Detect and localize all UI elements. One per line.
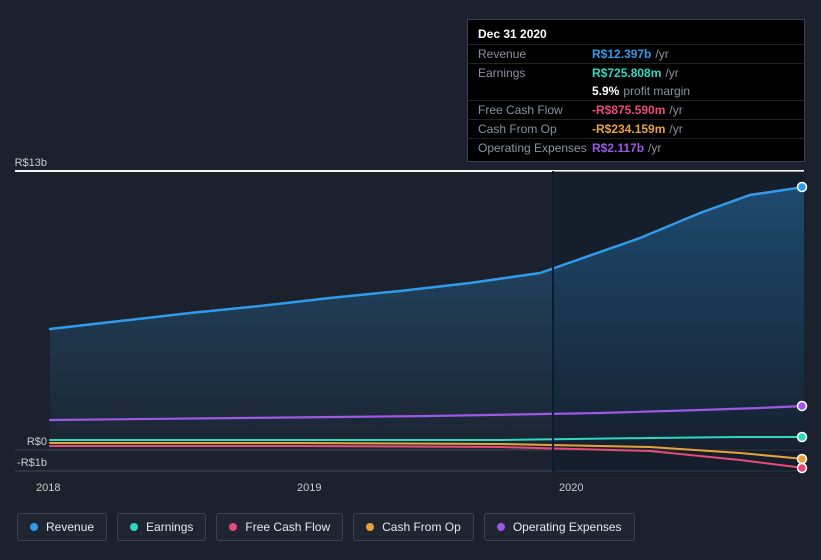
tooltip-row: RevenueR$12.397b/yr	[468, 44, 804, 63]
legend-item[interactable]: Operating Expenses	[484, 513, 635, 541]
legend-item[interactable]: Cash From Op	[353, 513, 474, 541]
legend-label: Earnings	[146, 520, 193, 534]
tooltip-row-label: Free Cash Flow	[478, 103, 592, 117]
tooltip-row-unit: /yr	[655, 47, 668, 61]
legend-item[interactable]: Revenue	[17, 513, 107, 541]
x-axis-label: 2018	[36, 482, 60, 494]
legend-dot-icon	[229, 523, 237, 531]
legend-dot-icon	[130, 523, 138, 531]
legend-item[interactable]: Free Cash Flow	[216, 513, 343, 541]
tooltip-row: Free Cash Flow-R$875.590m/yr	[468, 100, 804, 119]
tooltip-row-unit: /yr	[665, 66, 678, 80]
tooltip-row-label: Operating Expenses	[478, 141, 592, 155]
tooltip-row: Operating ExpensesR$2.117b/yr	[468, 138, 804, 157]
tooltip-row-value: R$725.808m	[592, 66, 661, 80]
tooltip-title: Dec 31 2020	[468, 24, 804, 44]
y-axis-label: -R$1b	[17, 457, 47, 469]
y-axis-label: R$13b	[15, 157, 47, 169]
y-axis-label: R$0	[27, 436, 47, 448]
tooltip-row-label: Cash From Op	[478, 122, 592, 136]
legend-label: Revenue	[46, 520, 94, 534]
tooltip: Dec 31 2020 RevenueR$12.397b/yrEarningsR…	[467, 19, 805, 162]
x-axis-label: 2020	[559, 482, 583, 494]
tooltip-row-unit: /yr	[669, 122, 682, 136]
legend-label: Free Cash Flow	[245, 520, 330, 534]
tooltip-row: 5.9% profit margin	[468, 82, 804, 100]
legend-label: Cash From Op	[382, 520, 461, 534]
tooltip-row-value: -R$875.590m	[592, 103, 665, 117]
tooltip-row: EarningsR$725.808m/yr	[468, 63, 804, 82]
tooltip-row-unit: profit margin	[623, 84, 690, 98]
tooltip-row-value: 5.9%	[592, 84, 619, 98]
tooltip-row-value: R$12.397b	[592, 47, 651, 61]
tooltip-row: Cash From Op-R$234.159m/yr	[468, 119, 804, 138]
legend-item[interactable]: Earnings	[117, 513, 206, 541]
x-axis-label: 2019	[297, 482, 321, 494]
tooltip-row-unit: /yr	[669, 103, 682, 117]
legend-dot-icon	[366, 523, 374, 531]
tooltip-row-value: R$2.117b	[592, 141, 644, 155]
legend-dot-icon	[497, 523, 505, 531]
legend-row: Revenue Earnings Free Cash Flow Cash From O…	[17, 513, 635, 541]
tooltip-row-label	[478, 84, 592, 98]
tooltip-row-value: -R$234.159m	[592, 122, 665, 136]
legend-dot-icon	[30, 523, 38, 531]
tooltip-row-label: Revenue	[478, 47, 592, 61]
legend-label: Operating Expenses	[513, 520, 622, 534]
tooltip-row-label: Earnings	[478, 66, 592, 80]
tooltip-row-unit: /yr	[648, 141, 661, 155]
